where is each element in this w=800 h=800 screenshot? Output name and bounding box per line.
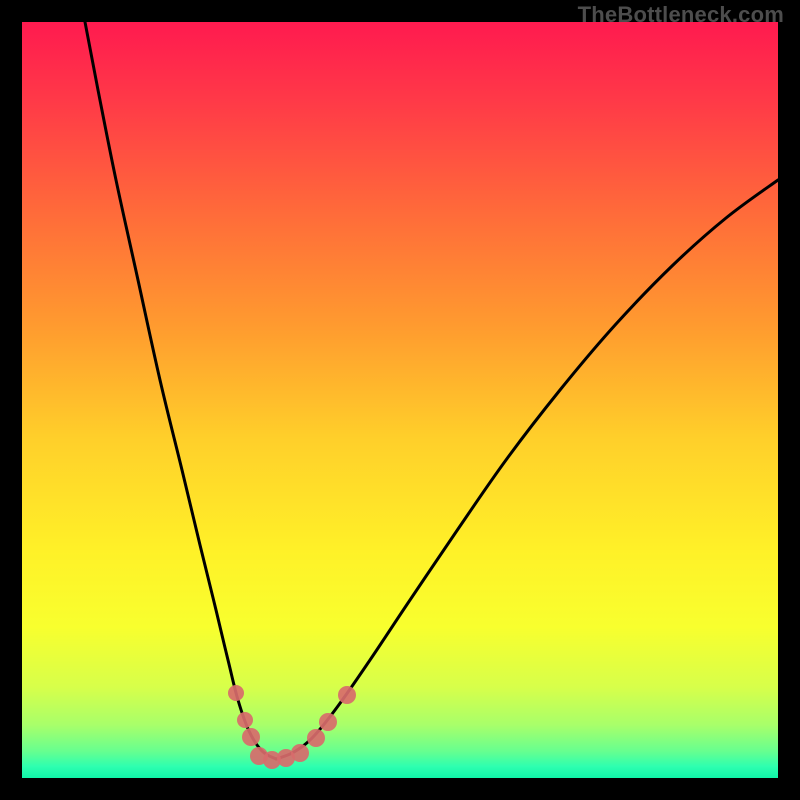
marker-left-1 [237,712,253,728]
watermark-text: TheBottleneck.com [578,2,784,28]
marker-left-0 [228,685,244,701]
plot-svg-overlay [0,0,800,800]
marker-right-1 [319,713,337,731]
marker-left-2 [242,728,260,746]
curve-right-branch [276,180,778,759]
marker-bottom-3 [291,744,309,762]
marker-right-0 [307,729,325,747]
marker-right-2 [338,686,356,704]
curve-left-branch [85,22,276,759]
